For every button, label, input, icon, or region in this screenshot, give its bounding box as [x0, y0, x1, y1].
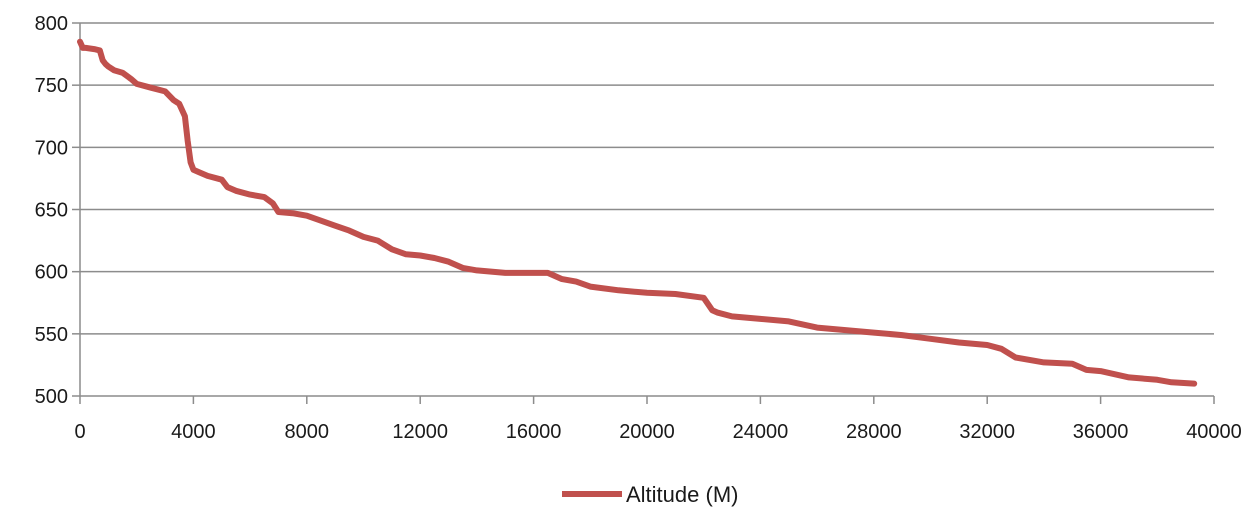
x-tick-label: 20000 [619, 421, 675, 443]
series-line-altitude [77, 38, 1198, 387]
x-tick-label: 24000 [733, 421, 789, 443]
y-tick-label: 800 [35, 13, 68, 35]
legend: Altitude (M) [562, 482, 738, 507]
x-tick-label: 4000 [171, 421, 216, 443]
x-tick-label: 32000 [959, 421, 1015, 443]
series-layer [77, 38, 1198, 387]
axes [72, 22, 1215, 404]
legend-label: Altitude (M) [626, 482, 738, 507]
y-tick-label: 750 [35, 75, 68, 97]
y-tick-label: 600 [35, 262, 68, 284]
x-tick-label: 28000 [846, 421, 902, 443]
x-tick-label: 12000 [392, 421, 448, 443]
y-tick-labels: 500 550 600 650 700 750 800 [35, 13, 68, 408]
x-tick-label: 0 [74, 421, 85, 443]
x-tick-label: 36000 [1073, 421, 1129, 443]
x-tick-labels: 0 4000 8000 12000 16000 20000 24000 28000 32000 3… [74, 421, 1241, 443]
x-tick-label: 8000 [285, 421, 330, 443]
x-tick-label: 40000 [1186, 421, 1242, 443]
y-tick-label: 650 [35, 200, 68, 222]
y-tick-label: 700 [35, 137, 68, 159]
x-tick-label: 16000 [506, 421, 562, 443]
gridlines [80, 22, 1214, 335]
y-tick-label: 550 [35, 324, 68, 346]
y-tick-label: 500 [35, 386, 68, 408]
